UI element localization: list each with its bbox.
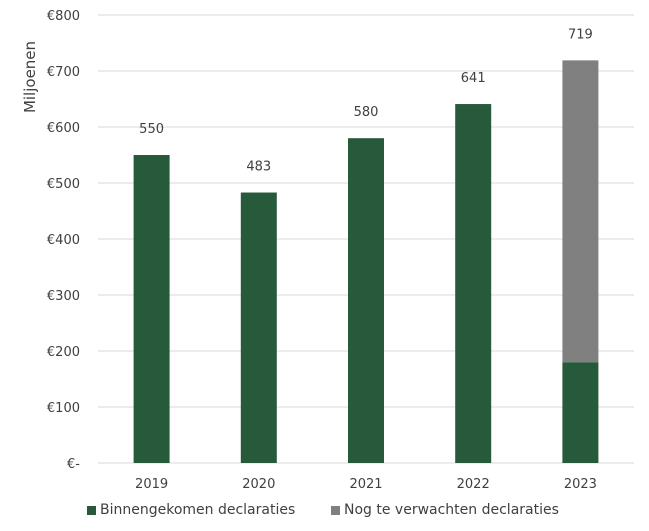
x-tick-label-2020: 2020 — [242, 477, 275, 492]
y-tick-label: €300 — [47, 289, 80, 304]
data-label-2021: 580 — [354, 105, 379, 120]
y-tick-label: €600 — [47, 121, 80, 136]
bar-binnengekomen-2021 — [348, 138, 384, 463]
y-axis-ticks: €- €100 €200 €300 €400 €500 €600 €700 €800 — [47, 9, 80, 472]
y-tick-label: €700 — [47, 65, 80, 80]
legend: Binnengekomen declaraties Nog te verwach… — [0, 502, 649, 526]
y-tick-label: €800 — [47, 9, 80, 24]
data-label-2020: 483 — [246, 160, 271, 175]
legend-swatch-binnengekomen — [87, 505, 96, 515]
data-label-2022: 641 — [461, 71, 486, 86]
x-tick-label-2019: 2019 — [135, 477, 168, 492]
y-tick-label: €- — [67, 457, 80, 472]
x-tick-label-2022: 2022 — [457, 477, 490, 492]
data-labels: 550 483 580 641 719 — [139, 27, 593, 174]
legend-item-binnengekomen: Binnengekomen declaraties — [87, 502, 295, 518]
y-axis-title: Miljoenen — [21, 41, 39, 113]
x-tick-label-2021: 2021 — [349, 477, 382, 492]
legend-label-nog-te-verwachten: Nog te verwachten declaraties — [344, 502, 559, 518]
bar-binnengekomen-2019 — [133, 155, 170, 463]
bar-chart: €- €100 €200 €300 €400 €500 €600 €700 €800 550 48… — [21, 9, 634, 492]
bars — [133, 60, 599, 463]
bar-binnengekomen-2022 — [455, 104, 492, 463]
legend-swatch-nog-te-verwachten — [331, 505, 340, 515]
y-tick-label: €200 — [47, 345, 80, 360]
y-tick-label: €500 — [47, 177, 80, 192]
x-axis-ticks: 2019 2020 2021 2022 2023 — [135, 477, 597, 492]
legend-label-binnengekomen: Binnengekomen declaraties — [100, 502, 296, 518]
data-label-2023: 719 — [568, 27, 593, 42]
bar-nog-te-verwachten-2023 — [562, 60, 599, 363]
y-tick-label: €400 — [47, 233, 80, 248]
bar-binnengekomen-2020 — [240, 192, 277, 463]
legend-item-nog-te-verwachten: Nog te verwachten declaraties — [331, 502, 559, 518]
x-tick-label-2023: 2023 — [564, 477, 597, 492]
data-label-2019: 550 — [139, 122, 164, 137]
bar-binnengekomen-2023 — [562, 362, 599, 463]
y-tick-label: €100 — [47, 401, 80, 416]
